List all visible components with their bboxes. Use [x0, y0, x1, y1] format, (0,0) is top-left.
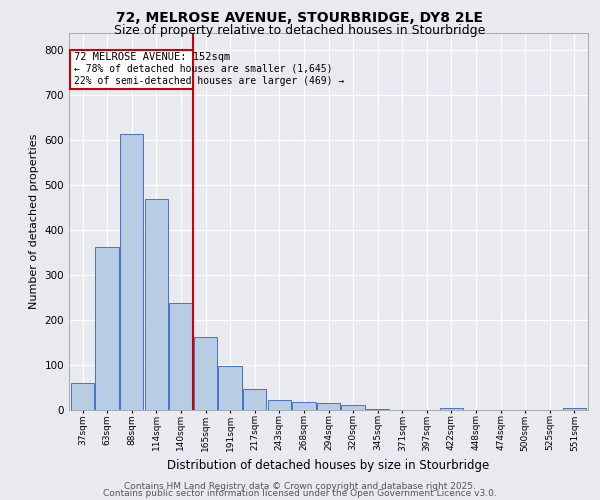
Text: Contains public sector information licensed under the Open Government Licence v3: Contains public sector information licen…: [103, 490, 497, 498]
Text: 22% of semi-detached houses are larger (469) →: 22% of semi-detached houses are larger (…: [74, 76, 344, 86]
Bar: [563, 408, 586, 410]
Text: Contains HM Land Registry data © Crown copyright and database right 2025.: Contains HM Land Registry data © Crown c…: [124, 482, 476, 491]
Bar: [341, 404, 365, 410]
Bar: [218, 366, 242, 410]
Bar: [440, 408, 463, 410]
Text: 72 MELROSE AVENUE: 152sqm: 72 MELROSE AVENUE: 152sqm: [74, 52, 230, 62]
Text: ← 78% of detached houses are smaller (1,645): ← 78% of detached houses are smaller (1,…: [74, 64, 332, 74]
Bar: [292, 402, 316, 410]
Bar: [71, 383, 94, 410]
Text: Size of property relative to detached houses in Stourbridge: Size of property relative to detached ho…: [115, 24, 485, 37]
Bar: [169, 304, 193, 410]
X-axis label: Distribution of detached houses by size in Stourbridge: Distribution of detached houses by size …: [167, 459, 490, 472]
Bar: [194, 337, 217, 410]
Bar: [243, 389, 266, 410]
Text: 72, MELROSE AVENUE, STOURBRIDGE, DY8 2LE: 72, MELROSE AVENUE, STOURBRIDGE, DY8 2LE: [116, 11, 484, 25]
Bar: [95, 248, 119, 410]
Y-axis label: Number of detached properties: Number of detached properties: [29, 134, 39, 309]
Bar: [120, 134, 143, 410]
Bar: [268, 400, 291, 410]
Bar: [145, 199, 168, 410]
Bar: [366, 408, 389, 410]
FancyBboxPatch shape: [70, 50, 193, 88]
Bar: [317, 404, 340, 410]
